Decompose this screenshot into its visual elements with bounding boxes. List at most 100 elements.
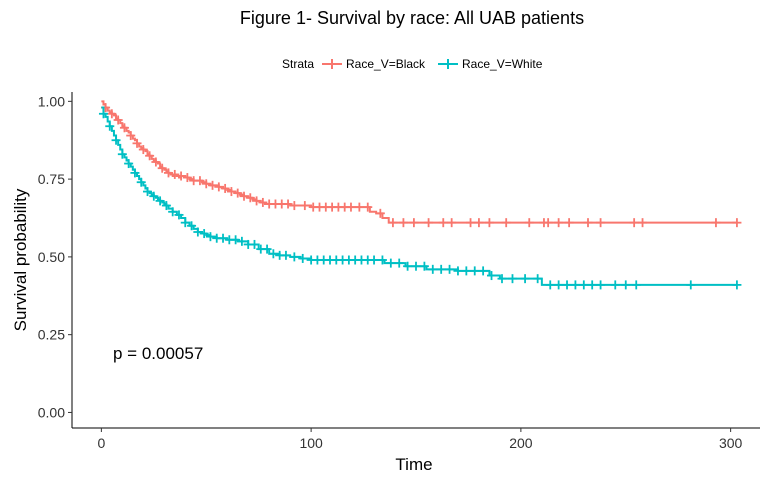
censor-mark-black <box>145 151 155 161</box>
censor-mark-white <box>111 135 121 145</box>
censor-mark-white <box>562 280 572 290</box>
censor-mark-white <box>545 280 555 290</box>
censor-mark-white <box>149 191 159 201</box>
y-axis-title: Survival probability <box>11 188 30 331</box>
censor-mark-black <box>220 183 230 193</box>
y-tick-label: 1.00 <box>38 93 65 109</box>
censor-mark-white <box>187 221 197 231</box>
x-axis-title: Time <box>395 455 432 474</box>
censor-mark-white <box>570 280 580 290</box>
censor-mark-white <box>268 249 278 259</box>
censor-mark-white <box>124 159 134 169</box>
censor-mark-black <box>151 157 161 167</box>
censor-mark-white <box>445 264 455 274</box>
censor-mark-white <box>237 236 247 246</box>
censor-mark-black <box>245 193 255 203</box>
censor-mark-black <box>163 168 173 178</box>
censor-mark-white <box>174 210 184 220</box>
censor-mark-white <box>533 274 543 284</box>
censor-mark-black <box>208 180 218 190</box>
censor-mark-white <box>298 253 308 263</box>
censor-mark-white <box>428 264 438 274</box>
plot-area <box>98 100 742 290</box>
censor-mark-black <box>501 218 511 228</box>
censor-mark-black <box>354 202 364 212</box>
censor-mark-black <box>233 188 243 198</box>
censor-mark-white <box>249 239 259 249</box>
censor-mark-white <box>686 280 696 290</box>
censor-mark-black <box>195 176 205 186</box>
censor-mark-black <box>564 218 574 228</box>
censor-mark-black <box>596 218 606 228</box>
censor-mark-black <box>157 163 167 173</box>
censor-mark-white <box>579 280 589 290</box>
legend-entry-white: Race_V=White <box>438 57 543 71</box>
x-tick-label: 100 <box>299 435 323 451</box>
censor-mark-white <box>621 280 631 290</box>
censor-mark-black <box>466 218 476 228</box>
series-line-black <box>101 100 737 224</box>
censor-mark-white <box>610 280 620 290</box>
censor-mark-black <box>170 169 180 179</box>
censor-mark-white <box>507 274 517 284</box>
censor-mark-black <box>113 115 123 125</box>
censor-mark-black <box>409 218 419 228</box>
y-tick-label: 0.25 <box>38 327 65 343</box>
censor-mark-white <box>161 201 171 211</box>
legend-label-black: Race_V=Black <box>346 57 426 71</box>
censor-mark-white <box>386 258 396 268</box>
censor-mark-white <box>262 244 272 254</box>
censor-mark-black <box>543 218 553 228</box>
censor-mark-white <box>218 233 228 243</box>
censor-mark-white <box>105 121 115 131</box>
censor-mark-black <box>583 218 593 228</box>
x-tick-label: 0 <box>97 435 105 451</box>
censor-mark-black <box>107 109 117 119</box>
x-tick-label: 300 <box>719 435 743 451</box>
censor-mark-white <box>732 280 742 290</box>
series-line-white <box>101 106 737 286</box>
censor-mark-black <box>438 218 448 228</box>
censor-mark-white <box>281 250 291 260</box>
censor-mark-white <box>453 266 463 276</box>
censor-mark-white <box>411 261 421 271</box>
censor-mark-white <box>394 258 404 268</box>
censor-mark-black <box>182 173 192 183</box>
censor-mark-white <box>631 280 641 290</box>
censor-mark-black <box>239 191 249 201</box>
censor-mark-black <box>484 218 494 228</box>
censor-mark-white <box>369 255 379 265</box>
censor-mark-white <box>117 149 127 159</box>
censor-mark-white <box>497 274 507 284</box>
censor-mark-black <box>711 218 721 228</box>
censor-mark-white <box>403 261 413 271</box>
censor-mark-white <box>487 271 497 281</box>
censor-mark-black <box>474 218 484 228</box>
censor-mark-black <box>524 218 534 228</box>
censor-mark-white <box>98 109 108 119</box>
censor-mark-white <box>478 266 488 276</box>
censor-mark-black <box>554 218 564 228</box>
censor-mark-black <box>732 218 742 228</box>
censor-mark-black <box>346 202 356 212</box>
censor-mark-black <box>283 199 293 209</box>
censor-mark-white <box>470 266 480 276</box>
censor-mark-black <box>289 201 299 211</box>
y-tick-label: 0.75 <box>38 171 65 187</box>
censor-mark-white <box>193 227 203 237</box>
censor-mark-black <box>226 187 236 197</box>
censor-mark-black <box>201 179 211 189</box>
censor-mark-white <box>377 255 387 265</box>
y-axis-ticks: 0.00 0.25 0.50 0.75 1.00 <box>38 93 72 420</box>
legend-title: Strata <box>282 57 314 71</box>
censor-mark-black <box>214 182 224 192</box>
censor-mark-black <box>638 218 648 228</box>
censor-mark-black <box>300 201 310 211</box>
censor-mark-black <box>252 196 262 206</box>
censor-mark-white <box>130 168 140 178</box>
legend-entry-black: Race_V=Black <box>322 57 426 71</box>
censor-mark-white <box>199 229 209 239</box>
censor-mark-black <box>375 208 385 218</box>
censor-mark-white <box>205 232 215 242</box>
